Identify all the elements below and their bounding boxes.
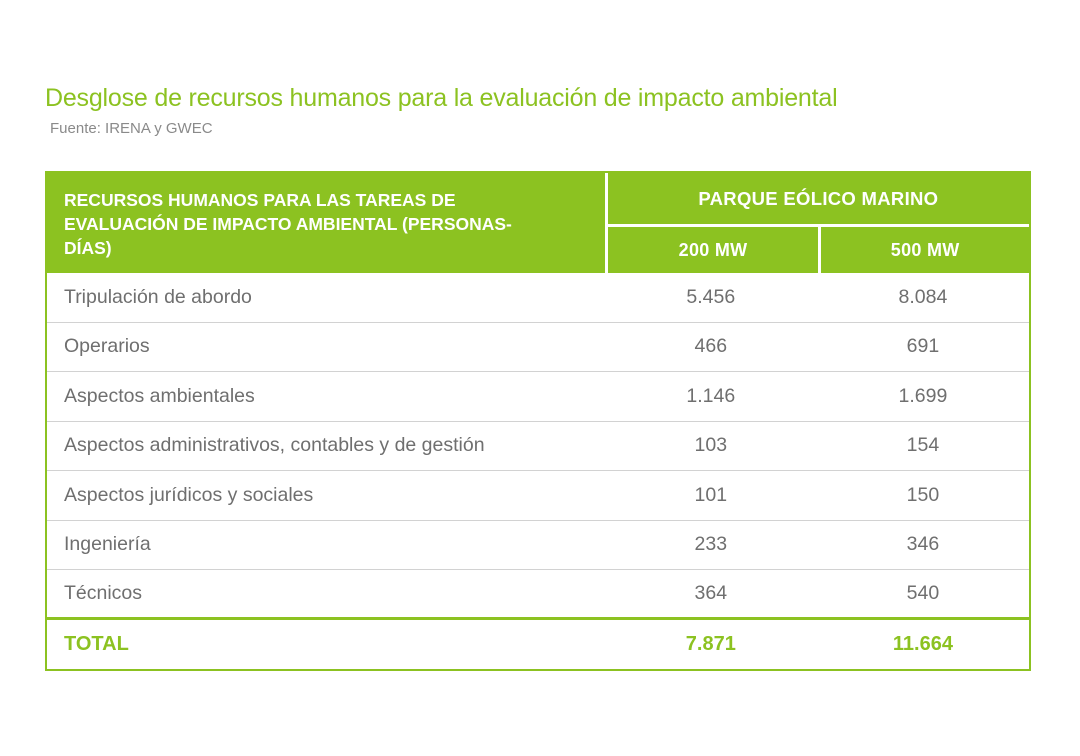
row-value-200mw: 364: [694, 581, 728, 604]
header-subcolumns: 200 MW 500 MW: [607, 224, 1029, 273]
table-row: Aspectos ambientales 1.146 1.699: [47, 372, 1029, 422]
row-label: Aspectos ambientales: [64, 384, 255, 407]
row-value-200mw: 101: [694, 483, 728, 506]
row-label: Ingeniería: [64, 533, 151, 556]
row-label: Tripulación de abordo: [64, 285, 252, 308]
row-value-500mw: 150: [906, 483, 940, 506]
row-label: Aspectos administrativos, contables y de…: [64, 434, 485, 457]
table-row: Aspectos administrativos, contables y de…: [47, 422, 1029, 471]
row-value-500mw: 691: [906, 335, 940, 358]
header-col-500mw: 500 MW: [818, 227, 1029, 273]
header-group-cell: PARQUE EÓLICO MARINO: [698, 187, 939, 209]
total-label: TOTAL: [64, 632, 129, 655]
row-value-200mw: 1.146: [686, 384, 736, 407]
table-row: Ingeniería 233 346: [47, 521, 1029, 570]
row-value-200mw: 233: [694, 533, 728, 556]
header-col-200mw: 200 MW: [678, 239, 748, 260]
row-value-200mw: 103: [694, 434, 728, 457]
figure-page: Desglose de recursos humanos para la eva…: [45, 84, 1031, 671]
row-value-500mw: 346: [906, 533, 940, 556]
row-value-500mw: 1.699: [898, 384, 948, 407]
row-label: Aspectos jurídicos y sociales: [64, 483, 314, 506]
table-row: Operarios 466 691: [47, 323, 1029, 372]
row-value-500mw: 8.084: [898, 285, 948, 308]
total-value-500mw: 11.664: [892, 632, 953, 655]
row-label: Operarios: [64, 335, 150, 358]
table-row: Tripulación de abordo 5.456 8.084: [47, 273, 1029, 323]
header-group-section: PARQUE EÓLICO MARINO 200 MW 500 MW: [604, 173, 1029, 273]
row-value-200mw: 466: [694, 335, 728, 358]
table-header: RECURSOS HUMANOS PARA LAS TAREAS DE EVAL…: [47, 173, 1029, 273]
figure-source: Fuente: IRENA y GWEC: [50, 120, 213, 137]
figure-title: Desglose de recursos humanos para la eva…: [45, 84, 838, 112]
row-label: Técnicos: [64, 581, 143, 604]
row-value-200mw: 5.456: [686, 285, 736, 308]
total-value-200mw: 7.871: [685, 632, 736, 655]
row-value-500mw: 540: [906, 581, 940, 604]
table-total-row: TOTAL 7.871 11.664: [47, 620, 1029, 670]
hr-resources-table: RECURSOS HUMANOS PARA LAS TAREAS DE EVAL…: [45, 171, 1031, 671]
row-value-500mw: 154: [906, 434, 940, 457]
header-corner-cell: RECURSOS HUMANOS PARA LAS TAREAS DE EVAL…: [64, 190, 512, 259]
table-row: Técnicos 364 540: [47, 570, 1029, 620]
table-row: Aspectos jurídicos y sociales 101 150: [47, 471, 1029, 521]
